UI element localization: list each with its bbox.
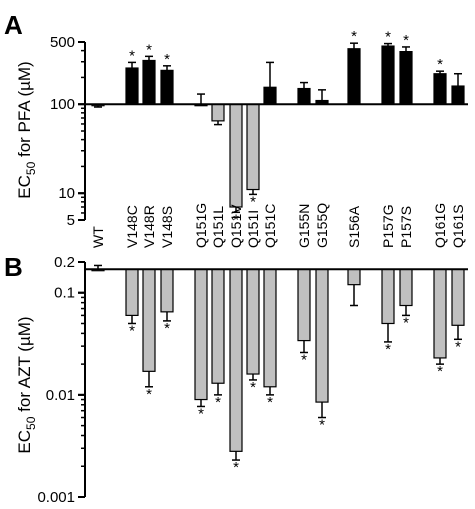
significance-star: * bbox=[233, 211, 239, 228]
y-tick-label: 10 bbox=[58, 185, 75, 202]
category-label: Q151V bbox=[228, 204, 244, 248]
bar bbox=[433, 73, 447, 105]
bar bbox=[229, 103, 243, 208]
significance-star: * bbox=[129, 47, 135, 64]
bar bbox=[142, 59, 156, 105]
significance-star: * bbox=[198, 405, 204, 422]
panel-b-plot: 0.001 0.01 0.1 0.2 EC50 for AZT (µM) * * * * * * * *… bbox=[15, 254, 468, 506]
bar bbox=[347, 268, 361, 286]
y-tick-label: 500 bbox=[50, 34, 75, 51]
significance-star: * bbox=[267, 394, 273, 411]
significance-star: * bbox=[164, 320, 170, 337]
bar bbox=[399, 268, 413, 307]
panel-b-letter: B bbox=[4, 252, 23, 282]
category-label: WT bbox=[90, 226, 106, 248]
category-label: V148S bbox=[159, 206, 175, 248]
bar bbox=[297, 268, 311, 342]
significance-star: * bbox=[146, 41, 152, 58]
bar bbox=[297, 87, 311, 105]
category-label: Q151L bbox=[210, 206, 226, 248]
y-tick-label: 0.001 bbox=[37, 489, 75, 506]
significance-star: * bbox=[403, 32, 409, 49]
bar bbox=[451, 268, 465, 326]
significance-star: * bbox=[250, 193, 256, 210]
category-label: P157G bbox=[380, 204, 396, 248]
significance-star: * bbox=[301, 351, 307, 368]
y-axis-label: EC50 for AZT (µM) bbox=[15, 316, 38, 453]
category-label: Q151I bbox=[245, 210, 261, 248]
bar bbox=[315, 268, 329, 403]
bar bbox=[194, 268, 208, 401]
bar bbox=[347, 48, 361, 105]
bar bbox=[433, 268, 447, 359]
category-label: G155Q bbox=[314, 203, 330, 248]
significance-star: * bbox=[319, 417, 325, 434]
bar bbox=[381, 268, 395, 325]
y-tick-label: 0.2 bbox=[54, 254, 75, 271]
category-label: S156A bbox=[346, 205, 362, 248]
significance-star: * bbox=[437, 363, 443, 380]
bar bbox=[125, 67, 139, 105]
category-label: P157S bbox=[398, 206, 414, 248]
category-label: Q161S bbox=[450, 204, 466, 248]
category-labels: WT V148C V148R V148S Q151G Q151L Q151V Q151I Q15… bbox=[90, 203, 466, 248]
bar bbox=[263, 268, 277, 388]
significance-star: * bbox=[385, 341, 391, 358]
category-label: Q151C bbox=[262, 204, 278, 248]
bar bbox=[211, 268, 225, 384]
bar bbox=[125, 268, 139, 317]
category-label: G155N bbox=[296, 204, 312, 248]
y-axis-label: EC50 for PFA (µM) bbox=[15, 61, 38, 198]
significance-star: * bbox=[129, 322, 135, 339]
significance-star: * bbox=[403, 314, 409, 331]
bar bbox=[211, 103, 225, 122]
bar bbox=[142, 268, 156, 372]
significance-star: * bbox=[351, 28, 357, 45]
category-label: V148R bbox=[141, 205, 157, 248]
panel-a-letter: A bbox=[4, 10, 23, 40]
bar bbox=[160, 69, 174, 105]
significance-star: * bbox=[385, 29, 391, 46]
bar bbox=[246, 268, 260, 375]
y-tick-label: 0.1 bbox=[54, 285, 75, 302]
category-label: V148C bbox=[124, 205, 140, 248]
significance-star: * bbox=[455, 338, 461, 355]
bar bbox=[451, 85, 465, 105]
significance-star: * bbox=[215, 394, 221, 411]
y-tick-label: 100 bbox=[50, 96, 75, 113]
significance-star: * bbox=[437, 56, 443, 73]
significance-star: * bbox=[146, 386, 152, 403]
category-label: Q151G bbox=[193, 203, 209, 248]
bar bbox=[229, 268, 243, 452]
bar bbox=[263, 86, 277, 105]
bar bbox=[399, 51, 413, 105]
panel-a-plot: 5 10 100 500 EC50 for PFA (µM) * * * * * * * * * bbox=[15, 28, 468, 229]
category-label: Q161G bbox=[432, 203, 448, 248]
significance-star: * bbox=[250, 379, 256, 396]
significance-star: * bbox=[164, 51, 170, 68]
significance-star: * bbox=[233, 459, 239, 476]
y-tick-label: 5 bbox=[67, 212, 75, 229]
y-tick-label: 0.01 bbox=[46, 387, 75, 404]
bar bbox=[381, 45, 395, 105]
bar bbox=[246, 103, 260, 191]
bar bbox=[160, 268, 174, 313]
